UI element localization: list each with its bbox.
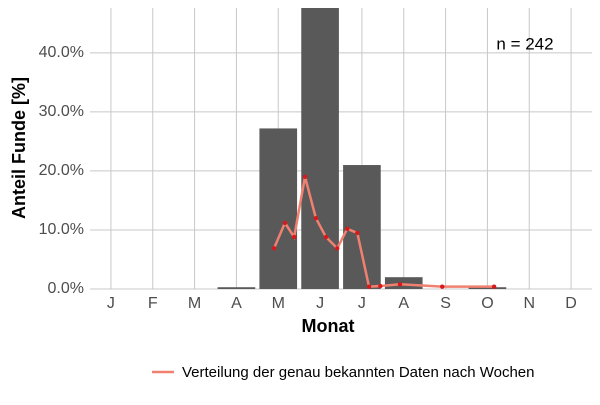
point [397, 282, 403, 287]
x-tick-label: O [481, 295, 493, 312]
y-axis-label: Anteil Funde [%] [9, 77, 29, 219]
point [335, 246, 340, 251]
bar [468, 287, 507, 289]
point [323, 234, 329, 240]
x-tick-label: J [107, 295, 115, 312]
y-tick-label: 40.0% [39, 44, 84, 61]
point [313, 215, 319, 221]
x-axis-label: Monat [302, 316, 355, 336]
point [282, 220, 288, 226]
x-tick-label: A [398, 295, 409, 312]
y-tick-label: 10.0% [39, 221, 84, 238]
x-tick-label: A [231, 295, 242, 312]
x-tick-label: F [148, 295, 158, 312]
x-tick-label: N [523, 295, 535, 312]
point [302, 174, 308, 180]
bar [384, 277, 423, 289]
x-tick-label: M [188, 295, 201, 312]
y-tick-label: 0.0% [48, 280, 84, 297]
bar [301, 8, 339, 289]
point [345, 226, 350, 231]
point [291, 234, 297, 240]
x-tick-label: J [316, 295, 324, 312]
bar [217, 287, 256, 289]
bar [343, 165, 381, 289]
point [378, 283, 383, 289]
x-tick-label: M [272, 295, 285, 312]
x-tick-label: S [440, 295, 451, 312]
point [355, 230, 360, 236]
legend-label: Verteilung der genau bekannten Daten nac… [182, 364, 535, 381]
annotation: n = 242 [496, 34, 553, 53]
x-tick-label: J [358, 295, 366, 312]
bar [259, 128, 298, 289]
point [440, 284, 445, 289]
y-tick-label: 30.0% [39, 103, 84, 120]
point [271, 246, 277, 251]
point [491, 284, 497, 289]
line [272, 176, 495, 288]
y-tick-label: 20.0% [39, 162, 84, 179]
point [366, 284, 372, 289]
x-tick-label: D [565, 295, 577, 312]
